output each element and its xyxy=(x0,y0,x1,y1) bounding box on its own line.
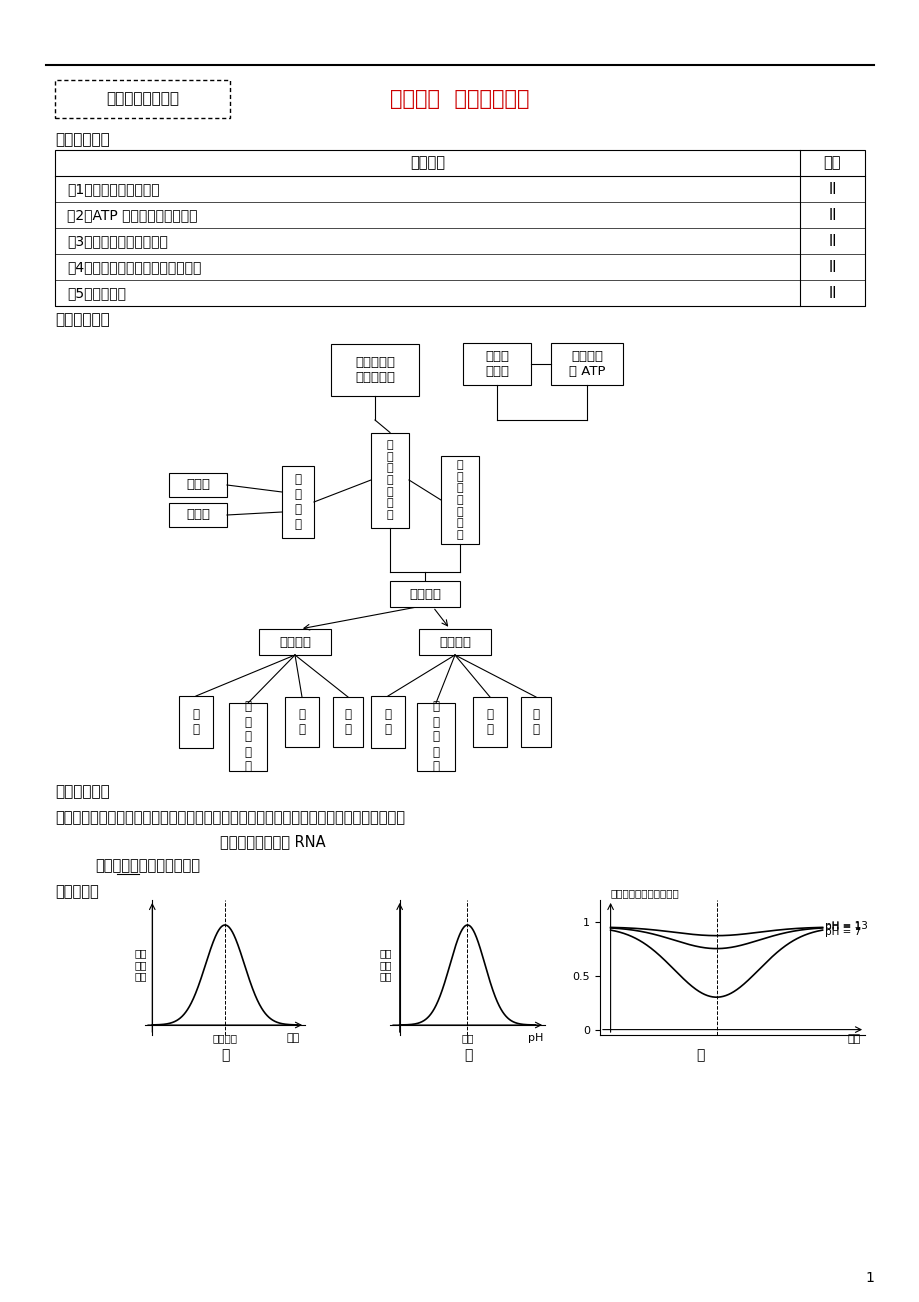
Text: II: II xyxy=(827,181,836,197)
Text: （2）ATP 在能量代谢中的作用: （2）ATP 在能量代谢中的作用 xyxy=(67,208,198,223)
Bar xyxy=(55,79,230,118)
Bar xyxy=(370,697,404,749)
Text: 最适温度: 最适温度 xyxy=(212,1032,237,1043)
Text: （1）酶在代谢中的作用: （1）酶在代谢中的作用 xyxy=(67,182,160,197)
Text: 场
所: 场 所 xyxy=(532,708,539,736)
Text: 场
所: 场 所 xyxy=(344,708,351,736)
Bar xyxy=(282,466,313,538)
Text: 知识内容: 知识内容 xyxy=(410,155,445,171)
Text: II: II xyxy=(827,259,836,275)
Text: II: II xyxy=(827,285,836,301)
Text: 新陈代谢的
概念和类型: 新陈代谢的 概念和类型 xyxy=(355,355,394,384)
Text: 温度: 温度 xyxy=(286,1032,300,1043)
Bar xyxy=(418,629,491,655)
Text: （5）细胞呼吸: （5）细胞呼吸 xyxy=(67,286,126,299)
Text: 新陈代谢
与 ATP: 新陈代谢 与 ATP xyxy=(568,350,605,378)
Text: 最适: 最适 xyxy=(460,1032,473,1043)
Text: 无氧呼吸: 无氧呼吸 xyxy=(438,635,471,648)
Text: II: II xyxy=(827,233,836,249)
Text: 生
物
的
新
陈
代
谢: 生 物 的 新 陈 代 谢 xyxy=(456,460,463,540)
Bar xyxy=(550,342,622,385)
Text: 细胞呼吸: 细胞呼吸 xyxy=(409,587,440,600)
Text: 温度: 温度 xyxy=(846,1034,860,1044)
Text: 甲: 甲 xyxy=(221,1048,229,1062)
Text: 原
料
和
产
物: 原 料 和 产 物 xyxy=(432,700,439,773)
Bar xyxy=(390,581,460,607)
Text: 光
合
作
用: 光 合 作 用 xyxy=(294,473,301,531)
Bar xyxy=(169,503,227,527)
Bar xyxy=(55,150,864,306)
Text: 酶促
反应
速率: 酶促 反应 速率 xyxy=(135,948,147,982)
Bar xyxy=(169,473,227,497)
Bar xyxy=(179,697,213,749)
Bar xyxy=(229,703,267,771)
Text: pH: pH xyxy=(528,1032,542,1043)
Text: pH = 13: pH = 13 xyxy=(823,921,867,931)
Text: 新陈代
谢与酶: 新陈代 谢与酶 xyxy=(484,350,508,378)
Bar xyxy=(520,697,550,747)
Text: 原
料
和
产
物: 原 料 和 产 物 xyxy=(244,700,251,773)
Text: 高三生物二轮复习: 高三生物二轮复习 xyxy=(106,91,179,107)
Bar xyxy=(440,456,479,544)
Text: （4）影响光合作用速率的环境因素: （4）影响光合作用速率的环境因素 xyxy=(67,260,201,273)
Text: 酶促
反应
速率: 酶促 反应 速率 xyxy=(379,948,391,982)
Text: 有氧呼吸: 有氧呼吸 xyxy=(278,635,311,648)
Text: 植
物
的
新
陈
代
谢: 植 物 的 新 陈 代 谢 xyxy=(386,440,393,519)
Text: 酶的特性：高效性、专一性: 酶的特性：高效性、专一性 xyxy=(95,858,199,874)
Bar xyxy=(259,629,331,655)
Text: 相关曲线：: 相关曲线： xyxy=(55,884,98,900)
Text: 【专题三  细胞的代谢】: 【专题三 细胞的代谢】 xyxy=(390,89,529,109)
Bar xyxy=(331,344,418,396)
Bar xyxy=(370,432,409,527)
Text: 【知识网络】: 【知识网络】 xyxy=(55,312,109,328)
Text: （3）光合作用的基本过程: （3）光合作用的基本过程 xyxy=(67,234,167,247)
Text: （一）酶的的概念：酶是活细胞产生的一类具有生物催化作用的有机物，绝大多数的酶是蛋: （一）酶的的概念：酶是活细胞产生的一类具有生物催化作用的有机物，绝大多数的酶是蛋 xyxy=(55,811,404,825)
Bar xyxy=(462,342,530,385)
Text: 条
件: 条 件 xyxy=(298,708,305,736)
Text: 光反应: 光反应 xyxy=(186,479,210,491)
Text: 白质，少数的酶是 RNA: 白质，少数的酶是 RNA xyxy=(220,835,325,849)
Bar xyxy=(416,703,455,771)
Text: 1: 1 xyxy=(865,1271,873,1285)
Bar xyxy=(472,697,506,747)
Text: 反应物剩余量（相对量）: 反应物剩余量（相对量） xyxy=(610,888,678,898)
Text: 乙: 乙 xyxy=(463,1048,471,1062)
Text: pH = 1: pH = 1 xyxy=(823,922,860,932)
Text: 过
程: 过 程 xyxy=(384,708,391,736)
Text: pH = 7: pH = 7 xyxy=(823,927,860,937)
Text: 条
件: 条 件 xyxy=(486,708,493,736)
Text: 丙: 丙 xyxy=(695,1048,703,1062)
Text: 过
程: 过 程 xyxy=(192,708,199,736)
Text: 【重要考点】: 【重要考点】 xyxy=(55,785,109,799)
Text: 要求: 要求 xyxy=(823,155,840,171)
Text: 【考纲要求】: 【考纲要求】 xyxy=(55,133,109,147)
Text: II: II xyxy=(827,207,836,223)
Bar xyxy=(333,697,363,747)
Bar xyxy=(285,697,319,747)
Text: 暗反应: 暗反应 xyxy=(186,509,210,522)
